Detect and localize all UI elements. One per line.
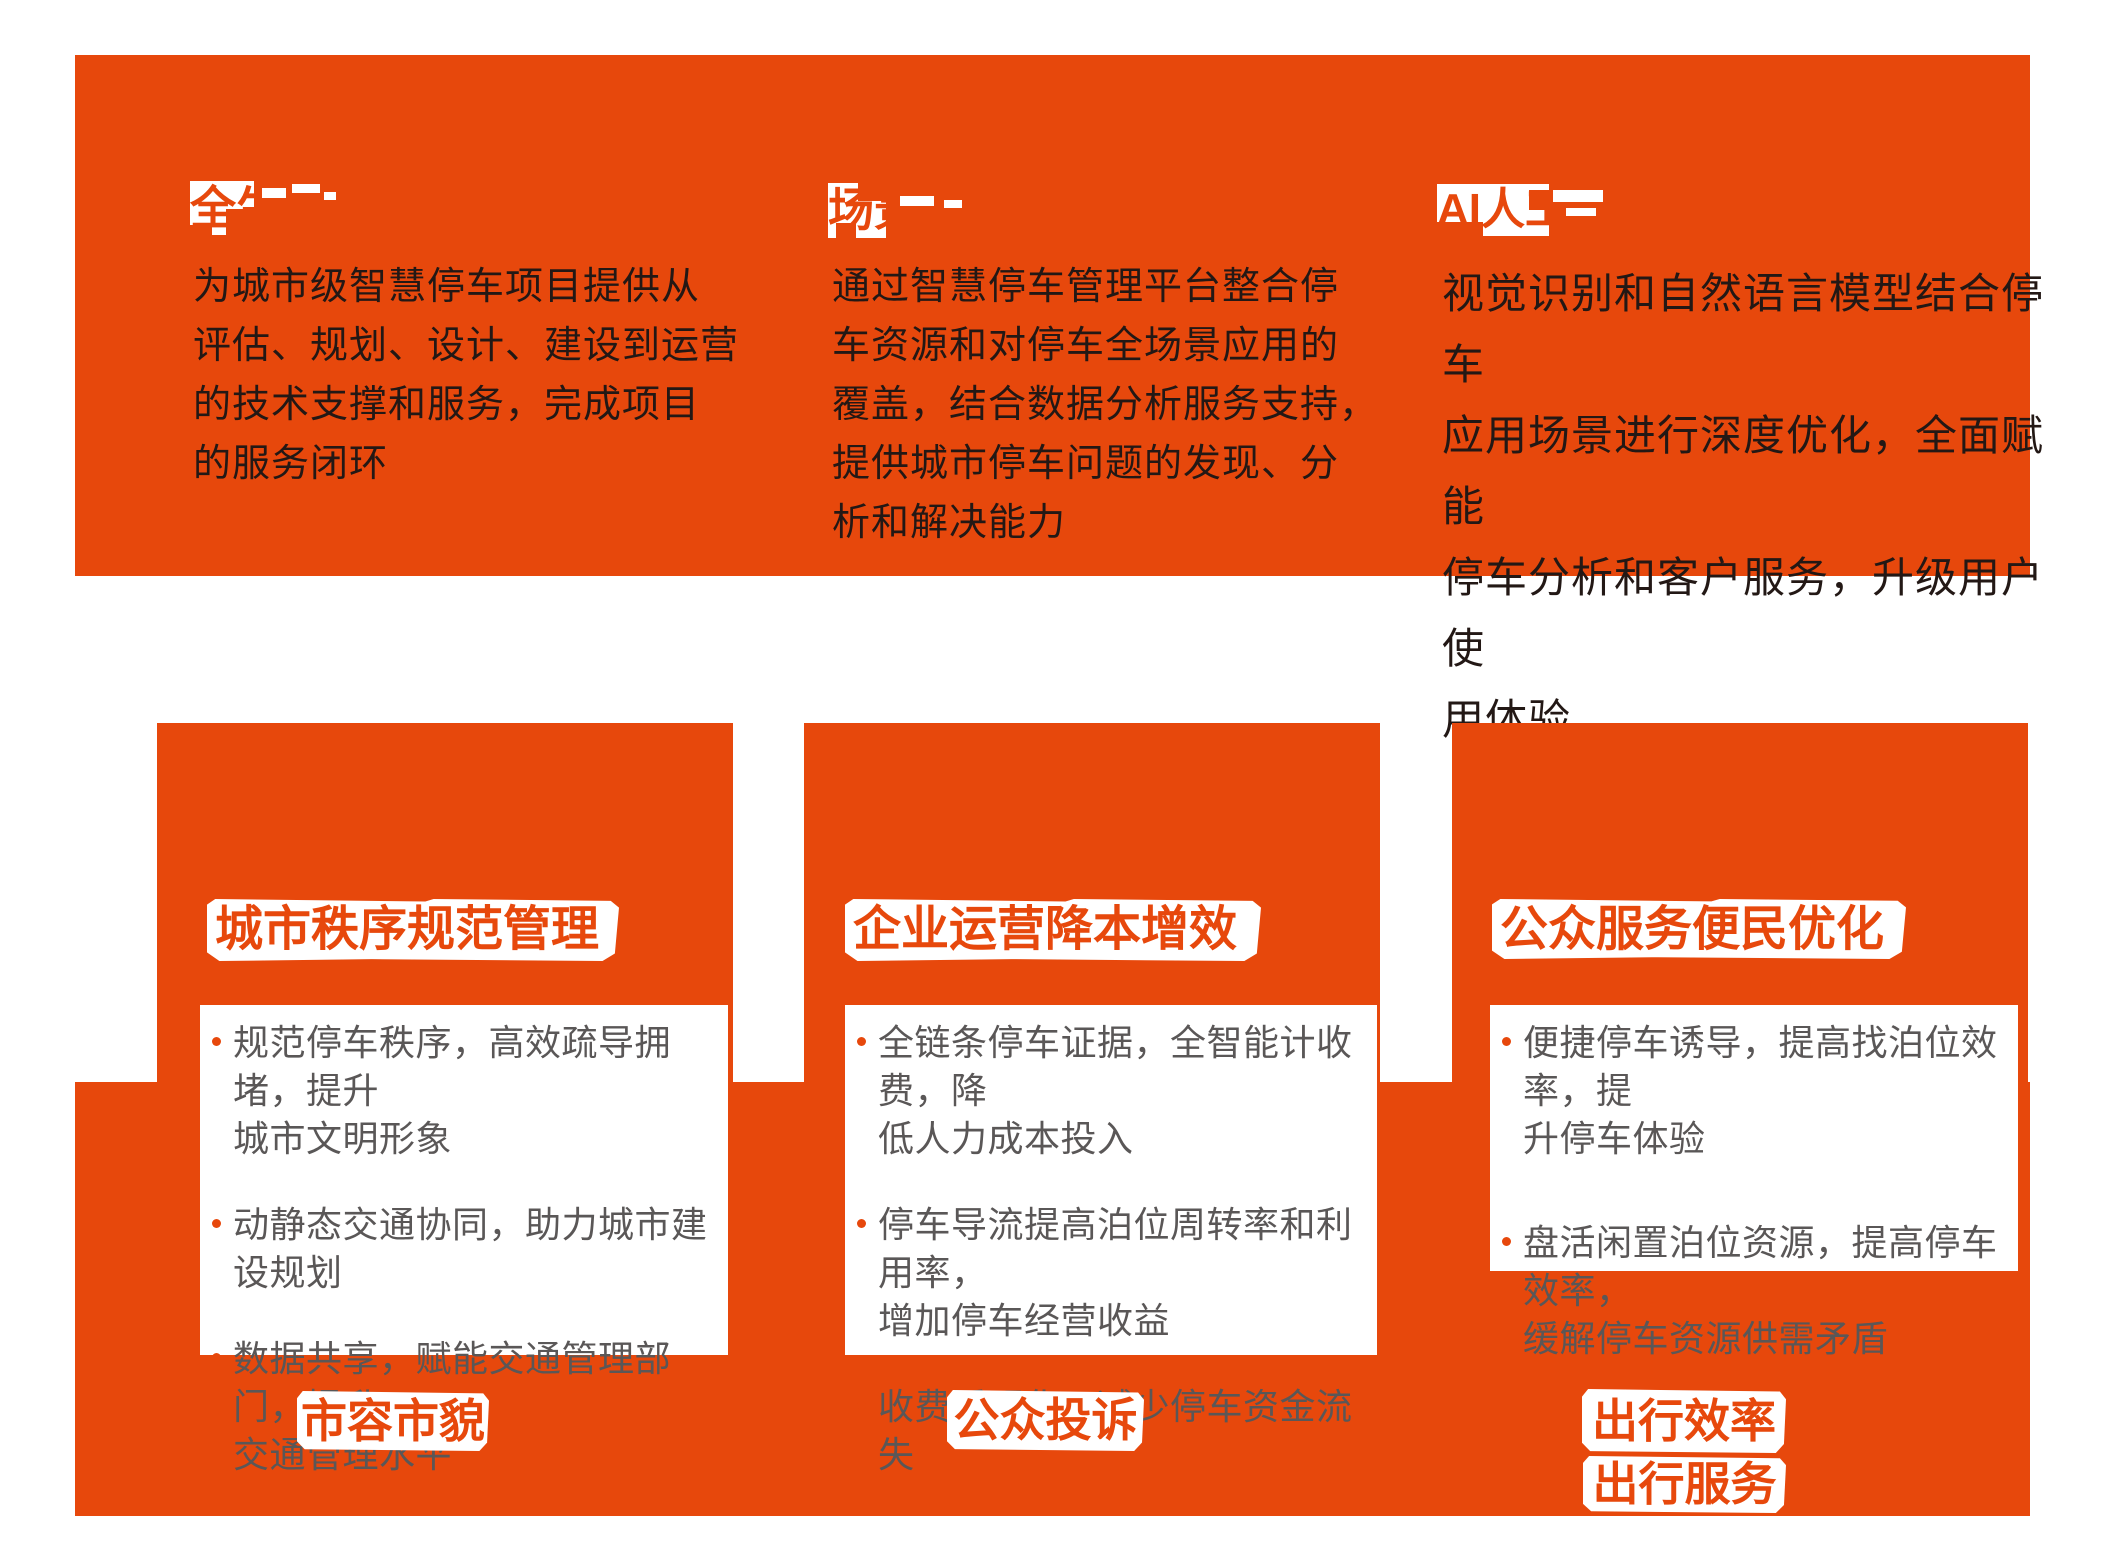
top-banner: 全生 场景 AI人工 为城市级智慧停车项目提供从 评估、规划、设计、建设到运营 … <box>75 55 2043 743</box>
bullet-text: 盘活闲置泊位资源，提高停车效率， 缓解停车资源供需矛盾 <box>1523 1222 1998 1359</box>
glitch-artifact <box>900 196 934 206</box>
bullet-dot-icon <box>1502 1037 1511 1046</box>
banner-heading-glitch-2: 场景 <box>828 183 886 238</box>
bullet-item: 盘活闲置泊位资源，提高停车效率， 缓解停车资源供需矛盾 <box>1502 1219 2008 1363</box>
glitch-artifact <box>226 209 254 235</box>
bullet-dot-icon <box>212 1353 221 1362</box>
bullet-text: 全链条停车证据，全智能计收费，降 低人力成本投入 <box>878 1022 1353 1159</box>
bullet-text: 便捷停车诱导，提高找泊位效率，提 升停车体验 <box>1523 1022 1998 1159</box>
glitch-artifact <box>324 192 336 200</box>
bullet-item: 停车导流提高泊位周转率和利用率， 增加停车经营收益 <box>857 1201 1367 1345</box>
card-title-city-order: 城市秩序规范管理 <box>207 899 619 961</box>
bullet-dot-icon <box>212 1219 221 1228</box>
glitch-artifact <box>292 184 320 193</box>
card-title-enterprise-operation: 企业运营降本增效 <box>845 899 1261 961</box>
bullet-item: 便捷停车诱导，提高找泊位效率，提 升停车体验 <box>1502 1019 2008 1163</box>
footer-label-public-complaints: 公众投诉 <box>947 1390 1144 1451</box>
glitch-artifact <box>1437 222 1483 236</box>
glitch-artifact <box>858 183 886 201</box>
bullet-item: 动静态交通协同，助力城市建设规划 <box>212 1201 718 1297</box>
banner-column-body-1: 为城市级智慧停车项目提供从 评估、规划、设计、建设到运营 的技术支撑和服务，完成… <box>193 266 740 485</box>
card-title-public-service: 公众服务便民优化 <box>1492 899 1906 959</box>
glitch-artifact <box>836 223 856 238</box>
glitch-artifact <box>1553 190 1603 202</box>
bullet-box-city-order: 规范停车秩序，高效疏导拥堵，提升 城市文明形象 动静态交通协同，助力城市建设规划… <box>200 1005 728 1475</box>
bullet-dot-icon <box>212 1037 221 1046</box>
footer-label-travel-service: 出行服务 <box>1583 1456 1786 1513</box>
bullet-item: 规范停车秩序，高效疏导拥堵，提升 城市文明形象 <box>212 1019 718 1163</box>
footer-label-city-appearance: 市容市貌 <box>297 1391 489 1451</box>
bullet-box-public-service: 便捷停车诱导，提高找泊位效率，提 升停车体验 盘活闲置泊位资源，提高停车效率， … <box>1490 1005 2018 1359</box>
glitch-artifact <box>1566 208 1596 216</box>
bullet-item: 全链条停车证据，全智能计收费，降 低人力成本投入 <box>857 1019 1367 1163</box>
banner-heading-glitch-3: AI人工 <box>1437 184 1549 236</box>
glitch-artifact <box>190 225 212 235</box>
bullet-dot-icon <box>857 1401 866 1410</box>
glitch-artifact <box>1529 190 1549 210</box>
bullet-dot-icon <box>857 1037 866 1046</box>
bullet-text: 规范停车秩序，高效疏导拥堵，提升 城市文明形象 <box>233 1022 672 1159</box>
glitch-artifact <box>944 200 962 208</box>
bullet-dot-icon <box>1502 1237 1511 1246</box>
footer-label-travel-efficiency: 出行效率 <box>1582 1389 1786 1453</box>
bullet-dot-icon <box>857 1219 866 1228</box>
bullet-box-enterprise-operation: 全链条停车证据，全智能计收费，降 低人力成本投入 停车导流提高泊位周转率和利用率… <box>845 1005 1377 1475</box>
bullet-text: 停车导流提高泊位周转率和利用率， 增加停车经营收益 <box>878 1204 1353 1341</box>
banner-column-body-2: 通过智慧停车管理平台整合停 车资源和对停车全场景应用的 覆盖，结合数据分析服务支… <box>832 266 1379 544</box>
banner-column-body-3: 视觉识别和自然语言模型结合停车 应用场景进行深度优化，全面赋能 停车分析和客户服… <box>1442 270 2045 743</box>
glitch-artifact <box>262 188 286 198</box>
bullet-text: 动静态交通协同，助力城市建设规划 <box>233 1204 708 1293</box>
banner-heading-glitch-1: 全生 <box>190 181 254 235</box>
